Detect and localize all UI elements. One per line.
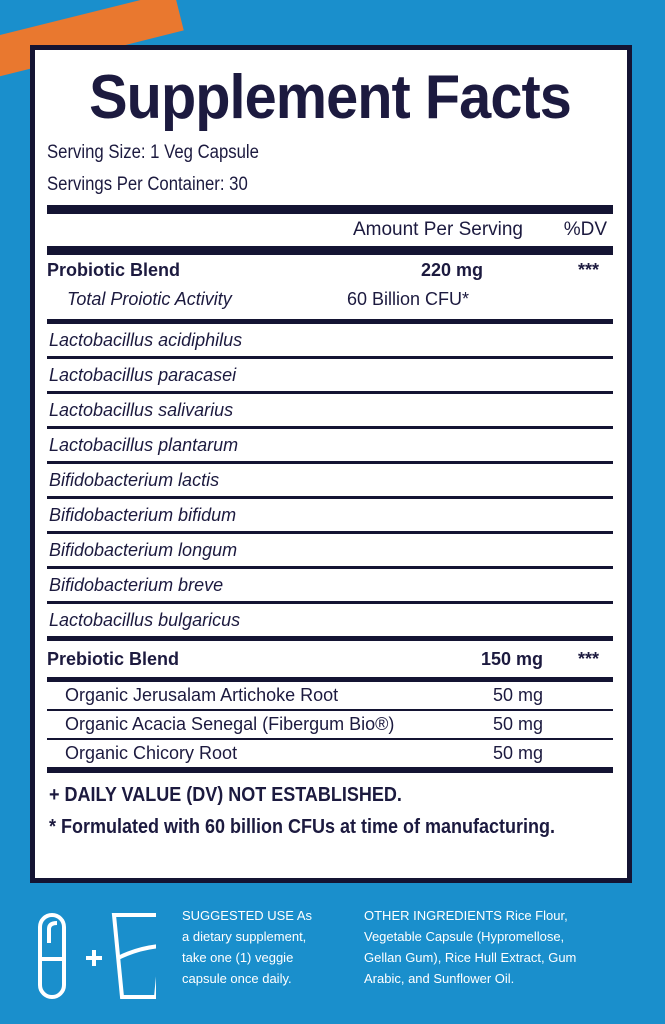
capsule-plus-glass-icons xyxy=(38,913,156,999)
strain-row: Bifidobacterium lactis xyxy=(49,469,220,490)
strain-row: Lactobacillus plantarum xyxy=(49,434,239,455)
divider xyxy=(47,636,613,641)
footnote-cfu: * Formulated with 60 billion CFUs at tim… xyxy=(49,816,556,838)
supplement-facts-panel: Supplement Facts Serving Size: 1 Veg Cap… xyxy=(30,45,632,883)
divider xyxy=(47,426,613,429)
suggested-use: SUGGESTED USE As a dietary supplement, t… xyxy=(182,905,312,989)
servings-per-container: Servings Per Container: 30 xyxy=(47,174,248,195)
divider xyxy=(47,767,613,773)
serving-size: Serving Size: 1 Veg Capsule xyxy=(47,142,259,163)
prebiotic-amount: 150 mg xyxy=(480,648,543,669)
footnote-dv: + DAILY VALUE (DV) NOT ESTABLISHED. xyxy=(49,784,402,806)
prebiotic-item-amount: 50 mg xyxy=(492,743,543,763)
probiotic-row: Probiotic Blend 220 mg *** xyxy=(47,255,613,285)
activity-name: Total Proiotic Activity xyxy=(67,288,232,309)
dv-header: %DV xyxy=(563,219,607,240)
divider xyxy=(47,391,613,394)
divider xyxy=(47,709,613,711)
divider xyxy=(47,205,613,214)
prebiotic-name: Prebiotic Blend xyxy=(47,648,180,669)
strain-row: Lactobacillus salivarius xyxy=(49,399,234,420)
divider xyxy=(47,496,613,499)
glass-of-water-icon xyxy=(111,913,156,999)
prebiotic-item-amount: 50 mg xyxy=(492,714,543,734)
probiotic-name: Probiotic Blend xyxy=(47,259,181,280)
divider xyxy=(47,461,613,464)
amount-header: Amount Per Serving xyxy=(352,219,523,240)
probiotic-activity-row: Total Proiotic Activity 60 Billion CFU* xyxy=(47,285,613,313)
other-ingredients-line: OTHER INGREDIENTS Rice Flour, xyxy=(364,908,568,923)
divider xyxy=(47,738,613,740)
probiotic-amount: 220 mg xyxy=(420,259,483,280)
divider xyxy=(47,566,613,569)
strain-row: Lactobacillus acidiphilus xyxy=(49,329,243,350)
plus-icon xyxy=(86,950,102,966)
prebiotic-item-name: Organic Chicory Root xyxy=(65,743,238,763)
prebiotic-row: Prebiotic Blend 150 mg *** xyxy=(47,641,613,677)
prebiotic-item-name: Organic Acacia Senegal (Fibergum Bio®) xyxy=(65,714,395,734)
title: Supplement Facts xyxy=(89,63,572,132)
suggested-use-line: take one (1) veggie xyxy=(182,950,294,965)
other-ingredients-line: Arabic, and Sunflower Oil. xyxy=(364,971,515,986)
strain-row: Lactobacillus bulgaricus xyxy=(49,609,241,630)
other-ingredients-line: Vegetable Capsule (Hypromellose, xyxy=(364,929,565,944)
divider xyxy=(47,246,613,255)
prebiotic-dv: *** xyxy=(577,648,599,669)
divider xyxy=(47,531,613,534)
suggested-use-line: a dietary supplement, xyxy=(182,929,307,944)
prebiotic-item-row: Organic Acacia Senegal (Fibergum Bio®) 50… xyxy=(47,711,613,738)
strain-row: Lactobacillus paracasei xyxy=(49,364,237,385)
activity-amount: 60 Billion CFU* xyxy=(347,288,470,309)
divider xyxy=(47,319,613,324)
suggested-use-line: SUGGESTED USE As xyxy=(182,908,313,923)
strain-row: Bifidobacterium bifidum xyxy=(49,504,237,525)
strain-row: Bifidobacterium breve xyxy=(49,574,224,595)
column-header: Amount Per Serving %DV xyxy=(47,214,613,246)
suggested-use-line: capsule once daily. xyxy=(182,971,292,986)
divider xyxy=(47,601,613,604)
divider xyxy=(47,356,613,359)
prebiotic-item-amount: 50 mg xyxy=(492,685,543,705)
prebiotic-item-name: Organic Jerusalam Artichoke Root xyxy=(65,685,339,705)
prebiotic-item-row: Organic Chicory Root 50 mg xyxy=(47,740,613,767)
prebiotic-item-row: Organic Jerusalam Artichoke Root 50 mg xyxy=(47,682,613,709)
divider xyxy=(47,677,613,682)
probiotic-dv: *** xyxy=(577,259,599,280)
capsule-icon xyxy=(38,913,66,999)
other-ingredients: OTHER INGREDIENTS Rice Flour, Vegetable … xyxy=(364,905,576,989)
strain-row: Bifidobacterium longum xyxy=(49,539,238,560)
other-ingredients-line: Gellan Gum), Rice Hull Extract, Gum xyxy=(364,950,577,965)
